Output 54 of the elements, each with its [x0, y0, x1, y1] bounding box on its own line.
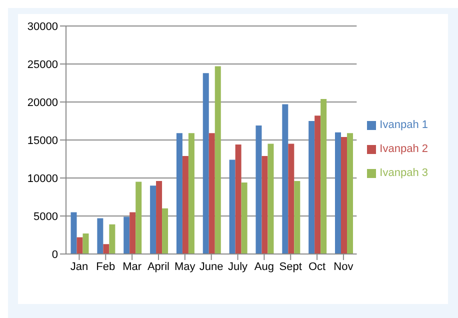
bar	[262, 156, 268, 254]
y-tick-label: 10000	[27, 172, 58, 185]
x-tick-label: July	[228, 260, 248, 273]
y-tick-label: 5000	[34, 210, 58, 223]
x-tick-label: May	[174, 260, 196, 273]
bar	[214, 66, 221, 254]
bar	[156, 181, 162, 254]
y-tick-label: 25000	[27, 58, 58, 71]
x-tick-label: Feb	[96, 260, 116, 273]
bar	[294, 181, 300, 254]
bar	[150, 186, 156, 254]
legend-label: Ivanpah 3	[380, 167, 428, 179]
bar	[182, 156, 188, 254]
bar	[208, 133, 215, 254]
bar	[124, 216, 130, 254]
x-tick-label: Aug	[254, 260, 274, 273]
bar	[282, 104, 288, 254]
bar	[136, 182, 142, 254]
bar	[176, 133, 182, 254]
bar	[103, 244, 110, 254]
x-tick-label: Mar	[122, 260, 142, 273]
legend-label: Ivanpah 2	[380, 143, 428, 155]
bar	[256, 126, 262, 254]
x-tick-label: Oct	[308, 260, 326, 273]
y-tick-label: 0	[52, 248, 58, 261]
bar	[202, 73, 209, 254]
bar	[97, 218, 104, 254]
bar	[341, 136, 348, 254]
bar	[241, 182, 248, 254]
bar	[70, 212, 77, 254]
bar	[235, 144, 242, 254]
bar	[109, 224, 116, 254]
bar	[229, 160, 236, 254]
bar	[82, 233, 89, 254]
bar	[314, 116, 321, 254]
legend-label: Ivanpah 1	[380, 119, 428, 131]
x-tick-label: Sept	[279, 260, 302, 273]
bar	[130, 212, 136, 254]
y-tick-label: 20000	[27, 96, 58, 109]
bar	[76, 237, 83, 254]
bar	[320, 98, 327, 254]
x-tick-label: June	[199, 260, 224, 273]
bar	[335, 132, 342, 254]
x-tick-label: April	[147, 260, 170, 273]
bar	[162, 208, 168, 254]
bar	[188, 133, 194, 254]
bar	[288, 144, 294, 254]
x-tick-label: Jan	[70, 260, 88, 273]
x-tick-label: Nov	[334, 260, 354, 273]
y-tick-label: 15000	[27, 134, 58, 147]
bar	[347, 133, 354, 254]
y-tick-label: 30000	[27, 20, 58, 33]
bar	[268, 144, 274, 254]
bar	[308, 121, 315, 254]
